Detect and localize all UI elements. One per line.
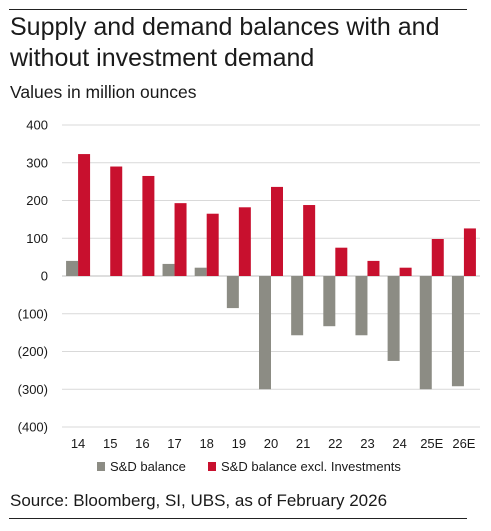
y-tick-label: (200) xyxy=(18,344,48,359)
x-tick-label: 23 xyxy=(360,436,374,451)
bar-sd-excl-investments-14 xyxy=(78,154,91,276)
y-tick-label: 300 xyxy=(26,155,48,170)
legend-label-sd-excl-investments: S&D balance excl. Investments xyxy=(221,459,401,474)
x-tick-label: 18 xyxy=(199,436,213,451)
y-tick-label: 400 xyxy=(26,118,48,133)
bar-sd-balance-25e xyxy=(419,276,432,390)
y-tick-label: (100) xyxy=(18,306,48,321)
bar-sd-balance-17 xyxy=(162,263,175,276)
bar-sd-balance-14 xyxy=(66,260,79,276)
bar-sd-balance-19 xyxy=(226,276,239,309)
bar-sd-excl-investments-21 xyxy=(303,205,316,276)
x-tick-label: 17 xyxy=(167,436,181,451)
bar-sd-balance-18 xyxy=(194,267,207,276)
bottom-rule xyxy=(9,518,467,519)
bar-sd-excl-investments-22 xyxy=(335,247,348,276)
chart-title: Supply and demand balances with and with… xyxy=(10,13,440,72)
bar-sd-excl-investments-24 xyxy=(399,267,412,276)
bar-sd-balance-26e xyxy=(451,276,464,387)
chart-subtitle: Values in million ounces xyxy=(10,82,197,102)
x-tick-label: 15 xyxy=(103,436,117,451)
legend-swatch-sd-balance xyxy=(97,462,105,471)
x-tick-label: 20 xyxy=(264,436,278,451)
y-tick-label: (400) xyxy=(18,420,48,435)
source-note: Source: Bloomberg, SI, UBS, as of Februa… xyxy=(10,491,388,510)
x-tick-label: 26E xyxy=(452,436,475,451)
bar-sd-balance-22 xyxy=(323,276,336,327)
x-tick-label: 22 xyxy=(328,436,342,451)
top-rule xyxy=(9,9,467,10)
bar-sd-excl-investments-20 xyxy=(271,186,283,276)
bar-sd-balance-24 xyxy=(387,276,400,361)
x-tick-label: 14 xyxy=(71,436,85,451)
bars xyxy=(66,154,476,390)
bar-sd-excl-investments-15 xyxy=(110,166,123,276)
bar-sd-excl-investments-26e xyxy=(463,228,476,276)
bar-sd-excl-investments-19 xyxy=(238,207,251,276)
x-axis-labels: 14 15 16 17 18 19 20 21 22 23 24 25E 26E xyxy=(71,436,476,451)
bar-sd-excl-investments-18 xyxy=(206,213,219,276)
legend-label-sd-balance: S&D balance xyxy=(110,459,186,474)
x-tick-label: 16 xyxy=(135,436,149,451)
y-tick-label: (300) xyxy=(18,382,48,397)
y-axis-labels: 400 300 200 100 0 (100) (200) (300) (400) xyxy=(18,118,48,435)
bar-sd-excl-investments-23 xyxy=(367,260,380,276)
bar-sd-balance-23 xyxy=(355,276,368,336)
bar-sd-balance-21 xyxy=(291,276,304,336)
y-tick-label: 200 xyxy=(26,193,48,208)
x-tick-label: 21 xyxy=(296,436,310,451)
y-tick-label: 100 xyxy=(26,231,48,246)
bar-sd-excl-investments-16 xyxy=(142,175,155,276)
legend: S&D balance S&D balance excl. Investment… xyxy=(97,459,401,474)
bar-sd-balance-20 xyxy=(259,276,271,390)
bar-sd-excl-investments-25e xyxy=(431,239,444,276)
bar-sd-excl-investments-17 xyxy=(174,203,187,276)
x-tick-label: 24 xyxy=(392,436,406,451)
y-tick-label: 0 xyxy=(41,269,48,284)
x-tick-label: 25E xyxy=(420,436,443,451)
legend-swatch-sd-excl-investments xyxy=(208,462,216,471)
x-tick-label: 19 xyxy=(232,436,246,451)
